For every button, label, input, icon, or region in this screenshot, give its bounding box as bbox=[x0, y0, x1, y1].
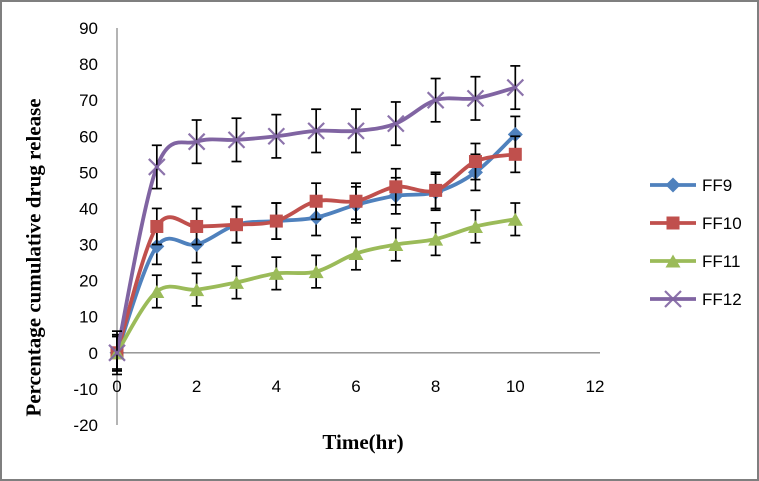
triangle-marker-icon bbox=[308, 265, 324, 279]
legend-item-ff11: FF11 bbox=[648, 242, 742, 280]
x-tick-label: 4 bbox=[272, 377, 281, 396]
y-tick-label: 30 bbox=[79, 236, 98, 255]
x-tick-label: 0 bbox=[112, 377, 121, 396]
legend-triangle-sample-icon bbox=[650, 254, 696, 268]
square-marker-icon bbox=[229, 218, 243, 232]
legend-item-ff10: FF10 bbox=[648, 204, 742, 242]
triangle-marker-icon bbox=[665, 254, 681, 268]
legend-label: FF9 bbox=[702, 175, 733, 195]
triangle-marker-icon bbox=[507, 212, 523, 226]
triangle-marker-icon bbox=[348, 247, 364, 261]
square-marker-icon bbox=[468, 155, 482, 169]
square-marker-icon bbox=[508, 147, 522, 161]
x-marker-icon bbox=[506, 78, 525, 97]
x-marker-icon bbox=[108, 344, 126, 362]
diamond-marker-icon bbox=[665, 177, 681, 193]
square-marker-icon bbox=[190, 219, 204, 233]
square-marker-icon bbox=[666, 216, 680, 230]
square-marker-icon bbox=[150, 219, 164, 233]
triangle-marker-icon bbox=[149, 284, 165, 298]
square-marker-icon bbox=[309, 194, 323, 208]
y-axis-title: Percentage cumulative drug release bbox=[21, 98, 46, 417]
triangle-marker-icon bbox=[228, 275, 244, 289]
square-marker-icon bbox=[429, 183, 443, 197]
x-tick-label: 6 bbox=[351, 377, 360, 396]
x-tick-label: 2 bbox=[192, 377, 201, 396]
triangle-marker-icon bbox=[189, 283, 205, 297]
y-tick-label: 60 bbox=[79, 127, 98, 146]
y-tick-label: 0 bbox=[89, 344, 98, 363]
diamond-marker-icon bbox=[149, 238, 165, 254]
x-marker-icon bbox=[466, 89, 485, 108]
y-tick-label: 10 bbox=[79, 308, 98, 327]
series-line bbox=[115, 132, 518, 355]
square-marker-icon bbox=[389, 180, 403, 194]
legend-label: FF11 bbox=[702, 251, 741, 271]
legend-label: FF12 bbox=[702, 289, 742, 309]
legend-item-ff9: FF9 bbox=[648, 166, 742, 204]
x-tick-label: 12 bbox=[585, 377, 604, 396]
tick-labels: -20 -10 0 10 20 30 40 50 60 70 80 90 0 2 4 6 8 10 12 bbox=[73, 19, 604, 435]
x-tick-label: 10 bbox=[506, 377, 525, 396]
legend-item-ff12: FF12 bbox=[648, 280, 742, 318]
square-marker-icon bbox=[349, 194, 363, 208]
y-tick-label: 50 bbox=[79, 163, 98, 182]
x-marker-icon bbox=[227, 131, 246, 149]
series-FF11 bbox=[109, 202, 523, 370]
y-tick-label: -10 bbox=[73, 380, 98, 399]
triangle-marker-icon bbox=[428, 232, 444, 246]
x-tick-label: 8 bbox=[431, 377, 440, 396]
legend-label: FF10 bbox=[702, 213, 742, 233]
y-tick-label: 40 bbox=[79, 199, 98, 218]
legend-x-sample-icon bbox=[650, 290, 696, 308]
series-FF9 bbox=[109, 115, 523, 372]
triangle-marker-icon bbox=[388, 238, 404, 252]
y-tick-label: 70 bbox=[79, 91, 98, 110]
triangle-marker-icon bbox=[268, 266, 284, 280]
x-marker-icon bbox=[307, 122, 325, 140]
x-axis-title: Time(hr) bbox=[322, 430, 404, 454]
x-marker-icon bbox=[267, 127, 286, 146]
series-FF12 bbox=[108, 65, 525, 376]
legend: FF9 FF10 FF11 FF12 bbox=[648, 166, 742, 318]
y-tick-label: 90 bbox=[79, 19, 98, 38]
x-marker-icon bbox=[347, 122, 365, 140]
x-marker-icon bbox=[148, 158, 166, 176]
error-bars bbox=[112, 115, 521, 372]
x-marker-icon bbox=[387, 114, 405, 133]
x-marker-icon bbox=[664, 290, 682, 308]
diamond-marker-icon bbox=[507, 126, 523, 142]
y-tick-label: -20 bbox=[73, 416, 98, 435]
x-marker-icon bbox=[187, 132, 206, 151]
y-tick-label: 20 bbox=[79, 272, 98, 291]
triangle-marker-icon bbox=[467, 219, 483, 233]
x-marker-icon bbox=[426, 91, 445, 109]
series-FF10 bbox=[110, 135, 522, 372]
square-marker-icon bbox=[269, 214, 283, 228]
legend-diamond-sample-icon bbox=[650, 177, 696, 193]
legend-square-sample-icon bbox=[650, 216, 696, 230]
y-tick-label: 80 bbox=[79, 55, 98, 74]
series-line bbox=[115, 85, 518, 355]
